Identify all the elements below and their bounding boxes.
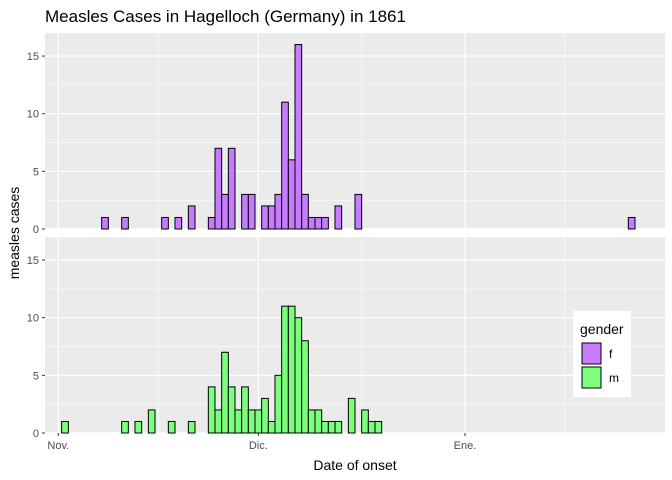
bar-m [61, 420, 69, 434]
bar-f [174, 216, 183, 230]
y-tick-label: 5 [33, 370, 39, 382]
bar-f [261, 205, 269, 230]
bar-f [321, 216, 329, 230]
bar-m [267, 420, 276, 434]
bar-m [307, 409, 316, 434]
bar-m [207, 386, 216, 434]
bar-m [294, 317, 303, 434]
bar-f [307, 216, 316, 230]
bar-m [367, 420, 376, 434]
y-tick-label: 15 [27, 255, 39, 267]
bar-m [274, 374, 283, 434]
bar-f [207, 216, 216, 230]
bar-m [347, 397, 356, 434]
panel-f-y-ticks: 0 5 10 15 [27, 51, 45, 236]
legend-key-m [581, 366, 602, 389]
bar-f [287, 159, 296, 230]
y-tick-label: 15 [27, 51, 39, 63]
bar-m [134, 420, 143, 434]
bar-m [227, 386, 236, 434]
legend: gender f m [573, 311, 631, 397]
bar-f [267, 205, 276, 230]
chart-title: Measles Cases in Hagelloch (Germany) in … [45, 7, 406, 26]
panel-m-y-ticks: 0 5 10 15 [27, 255, 45, 440]
bar-m [147, 409, 156, 434]
bar-f [101, 216, 109, 230]
bar-m [321, 420, 329, 434]
legend-key-f [581, 342, 602, 365]
x-tick-label: Dic. [249, 440, 268, 452]
bar-f [161, 216, 169, 230]
bar-f [281, 101, 289, 230]
panel-f-bars [101, 44, 636, 230]
bar-m [327, 420, 336, 434]
bar-m [247, 409, 256, 434]
legend-label-f: f [609, 347, 613, 361]
bar-f [121, 216, 129, 230]
bar-m [254, 409, 263, 434]
bar-m [241, 386, 249, 434]
bar-m [334, 420, 343, 434]
bar-m [287, 305, 296, 434]
panel-m-grid [45, 237, 665, 434]
x-axis-ticks: Nov. Dic. Ene. [47, 433, 476, 452]
bar-m [121, 420, 129, 434]
y-tick-label: 10 [27, 313, 39, 325]
bar-m [314, 409, 323, 434]
y-tick-label: 5 [33, 166, 39, 178]
bar-f [227, 147, 236, 230]
legend-title: gender [580, 321, 624, 337]
bar-m [261, 397, 269, 434]
y-tick-label: 0 [33, 224, 39, 236]
bar-m [167, 420, 176, 434]
x-axis-title: Date of onset [313, 457, 396, 473]
x-tick-label: Ene. [454, 440, 477, 452]
bar-f [274, 193, 283, 230]
bar-f [354, 193, 363, 230]
bar-f [314, 216, 323, 230]
bar-f [214, 147, 223, 230]
bar-f [187, 205, 196, 230]
bar-m [234, 409, 243, 434]
bar-m [187, 420, 196, 434]
y-tick-label: 10 [27, 109, 39, 121]
bar-m [361, 409, 369, 434]
bar-f [334, 205, 343, 230]
bar-m [221, 351, 229, 434]
panel-f-grid [45, 33, 665, 230]
panel-m-bars [61, 305, 383, 434]
legend-label-m: m [609, 371, 619, 385]
x-tick-label: Nov. [47, 440, 69, 452]
bar-f [294, 44, 303, 230]
y-tick-label: 0 [33, 428, 39, 440]
bar-f [301, 193, 309, 230]
bar-f [247, 193, 256, 230]
bar-f [627, 216, 636, 230]
bar-f [221, 193, 229, 230]
bar-m [214, 409, 223, 434]
y-axis-title: measles cases [6, 187, 22, 280]
bar-m [374, 420, 383, 434]
bar-f [241, 193, 249, 230]
bar-m [281, 305, 289, 434]
bar-m [301, 340, 309, 434]
